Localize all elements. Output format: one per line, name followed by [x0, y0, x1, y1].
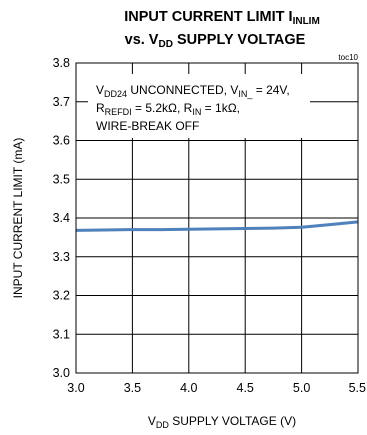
- annotation-24v: = 24V,: [252, 83, 289, 97]
- x-axis-label-rest: SUPPLY VOLTAGE (V): [169, 414, 296, 428]
- y-tick-labels: 3.0 3.1 3.2 3.3 3.4 3.5 3.6 3.7 3.8: [53, 56, 70, 380]
- annotation-line1: VDD24 UNCONNECTED, VIN_ = 24V,: [96, 83, 290, 99]
- x-axis-label-sub: DD: [156, 420, 169, 430]
- annotation-line3: WIRE-BREAK OFF: [96, 119, 199, 133]
- y-tick-label: 3.3: [53, 250, 70, 264]
- x-tick-label: 5.0: [293, 381, 310, 395]
- x-tick-label: 4.5: [237, 381, 254, 395]
- chart-title-post: SUPPLY VOLTAGE: [173, 32, 306, 48]
- x-tick-labels: 3.0 3.5 4.0 4.5 5.0 5.5: [67, 381, 366, 395]
- y-tick-label: 3.7: [53, 95, 70, 109]
- chart-title-line1: INPUT CURRENT LIMIT IINLIM: [124, 9, 320, 27]
- chart-title-line2: vs. VDD SUPPLY VOLTAGE: [125, 32, 306, 50]
- y-tick-label: 3.0: [53, 366, 70, 380]
- series-group: [75, 220, 359, 232]
- plot-frame: [75, 62, 359, 374]
- y-tick-label: 3.2: [53, 289, 70, 303]
- annotation-1k: = 1kΩ,: [201, 101, 240, 115]
- annotation-vdd24-sub: DD24: [104, 89, 127, 99]
- annotation-line2: RREFDI = 5.2kΩ, RIN = 1kΩ,: [96, 101, 240, 117]
- y-tick-label: 3.1: [53, 327, 70, 341]
- annotation-vin-sub: IN_: [238, 89, 253, 99]
- chart-title-pre: vs. V: [125, 32, 159, 48]
- x-axis-label: VDD SUPPLY VOLTAGE (V): [148, 414, 296, 430]
- x-tick-label: 3.5: [124, 381, 141, 395]
- x-tick-label: 3.0: [67, 381, 84, 395]
- annotation-in-sub: IN: [192, 107, 201, 117]
- annotation-rin: = 5.2kΩ, R: [132, 101, 193, 115]
- y-axis-label: INPUT CURRENT LIMIT (mA): [11, 138, 25, 299]
- chart-title-vdd-sub: DD: [158, 39, 172, 50]
- y-tick-label: 3.8: [53, 56, 70, 70]
- y-tick-label: 3.6: [53, 134, 70, 148]
- annotation-unconnected: UNCONNECTED, V: [127, 83, 238, 97]
- y-tick-label: 3.4: [53, 211, 70, 225]
- annotation-refdi-sub: REFDI: [105, 107, 132, 117]
- annotation-vdd: V: [96, 83, 104, 97]
- annotation-r: R: [96, 101, 105, 115]
- chart-title-sub: INLIM: [293, 16, 320, 27]
- series-line: [75, 220, 359, 232]
- x-tick-label: 4.0: [180, 381, 197, 395]
- chart-title-main: INPUT CURRENT LIMIT I: [124, 9, 292, 25]
- x-tick-label: 5.5: [349, 381, 366, 395]
- annotation-box: [88, 74, 310, 138]
- x-axis-label-v: V: [148, 414, 156, 428]
- y-tick-label: 3.5: [53, 172, 70, 186]
- figure-code: toc10: [338, 53, 358, 62]
